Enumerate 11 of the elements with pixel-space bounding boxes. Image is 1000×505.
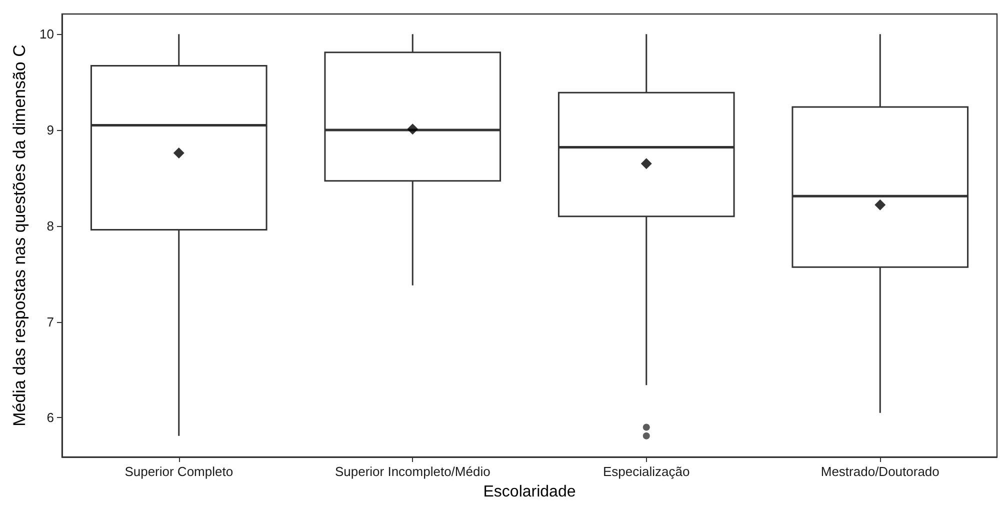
x-tick-label: Superior Incompleto/Médio: [334, 464, 490, 479]
y-tick-label: 9: [46, 122, 54, 138]
y-tick-label: 6: [46, 410, 54, 426]
y-tick-label: 10: [40, 26, 54, 42]
x-tick-label: Especialização: [603, 464, 690, 479]
y-tick-label: 7: [46, 314, 54, 330]
x-tick-label: Superior Completo: [124, 464, 234, 479]
x-axis-title: Escolaridade: [483, 484, 576, 500]
y-tick-label: 8: [46, 218, 54, 234]
x-tick-label: Mestrado/Doutorado: [820, 464, 940, 479]
y-axis-title: Média das respostas nas questões da dimensão C: [10, 44, 29, 426]
